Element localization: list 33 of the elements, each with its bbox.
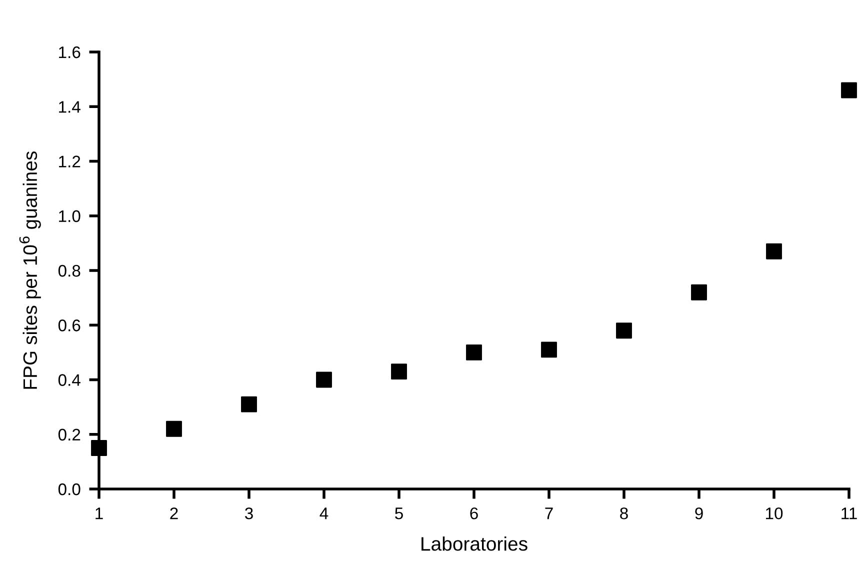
point [316,372,332,388]
y-tick-label: 1.4 [59,101,80,113]
x-tick-label: 3 [245,507,253,520]
y-axis-title: FPG sites per 10$^{6}$ guanines [19,151,41,389]
point [391,364,407,380]
point [166,420,182,437]
point [466,344,482,360]
point [841,82,857,98]
x-axis-title: Laboratories [422,536,528,551]
y-tick-label: 1.6 [59,46,80,58]
y-tick-label: 0.4 [58,374,80,386]
y-tick-label: 0.2 [58,428,80,441]
point [91,440,107,456]
y-tick-label: 0.6 [58,320,80,332]
x-tick-label: 4 [320,508,328,520]
x-tick-label: 2 [170,507,178,520]
x-tick-label: 5 [395,508,403,520]
x-tick-label: 1 [96,508,103,520]
point [616,322,632,339]
point [691,284,707,300]
x-tick-label: 6 [470,507,478,520]
x-tick-label: 10 [766,507,783,520]
y-tick-label: 0.0 [58,483,80,496]
point [241,396,257,412]
x-tick-label: 9 [695,507,703,520]
y-tick-label: 0.8 [58,264,80,277]
x-tick-label: 8 [620,507,628,520]
x-tick-label: 7 [545,508,553,520]
y-tick-label: 1.2 [59,156,80,168]
y-tick-label: 1.0 [59,210,80,222]
point [541,342,557,358]
point [766,243,782,260]
x-tick-label: 11 [842,508,857,520]
